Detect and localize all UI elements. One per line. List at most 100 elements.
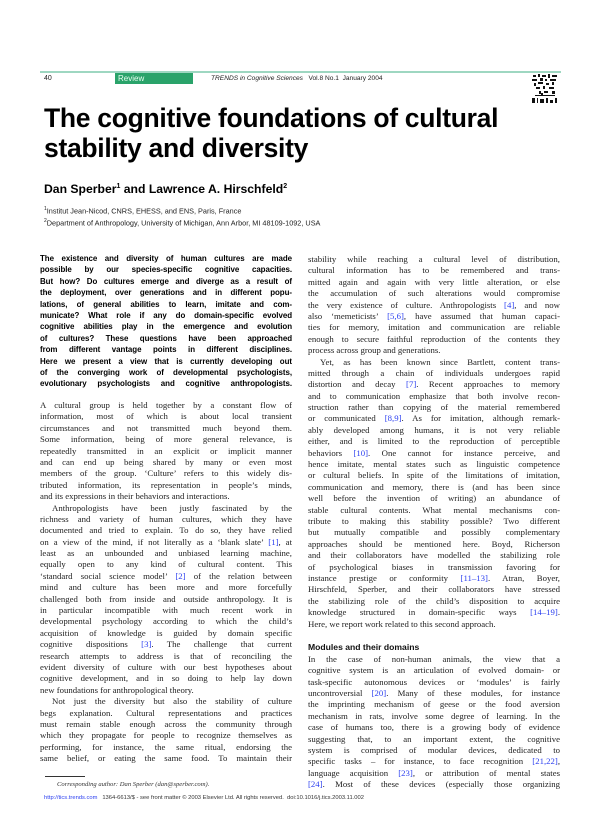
text-line: mitted again and again with very little …	[308, 276, 560, 287]
text-line: documented and tried to explain. To do s…	[40, 525, 292, 536]
text-line: challenged both from inside and outside …	[40, 593, 292, 604]
citation-link[interactable]: [21,22]	[532, 756, 558, 767]
text-line: but mutually compatible and possibly com…	[308, 527, 560, 538]
text-line: and their collaborators have modelled th…	[308, 550, 560, 561]
text-line: language acquisition [23], or attributio…	[308, 767, 561, 778]
text-line: distortion and decay [7]. Recent approac…	[308, 379, 560, 390]
title-line: stability and diversity	[44, 133, 309, 163]
text-line: evolutionary psychologists and cognitive…	[40, 379, 292, 389]
text-line: of psychological biases in transmission …	[308, 561, 560, 572]
text-line: process across group and generations.	[308, 345, 441, 356]
text-line: same belief, or eating the same food. To…	[40, 753, 292, 764]
text-line: new foundations for anthropological theo…	[40, 684, 194, 695]
citation-link[interactable]: [14–19]	[530, 607, 558, 618]
text-line: in particular incompatible with much rec…	[40, 605, 292, 616]
text-line: research attempts to address is that of …	[40, 650, 292, 661]
citation-link[interactable]: [10]	[353, 447, 369, 458]
author-name: Lawrence A. Hirschfeld	[148, 182, 284, 196]
text-line: cognitive development, and in so doing t…	[40, 673, 292, 684]
text-line: mind and culture has been more and more …	[40, 582, 292, 593]
text-line: and its expressions in their behaviors a…	[40, 491, 230, 502]
citation-link[interactable]: [2]	[175, 570, 186, 581]
text-line: tributed information, its representation…	[40, 479, 292, 490]
text-line: case of humans too, there is a growing b…	[308, 722, 560, 733]
text-line: system is comprised of modular devices, …	[308, 745, 560, 756]
text-line: equally open to any kind of cultural con…	[40, 559, 292, 570]
barcode-icon	[532, 74, 557, 103]
affiliation-mark: 1	[44, 206, 47, 212]
corresponding-author: Corresponding author: Dan Sperber (dan@s…	[57, 781, 210, 788]
text-line: information, most of which is about loca…	[40, 411, 292, 422]
citation-link[interactable]: [7]	[406, 379, 417, 390]
text-line: But how? Do cultures emerge and diverge …	[40, 276, 292, 286]
text-line: members of the group. ‘Culture’ refers t…	[40, 468, 292, 479]
text-line: of the converging work of developmental …	[40, 367, 292, 377]
text-line: instance prestige or conformity [11–13].…	[308, 572, 560, 583]
text-line: the very existence of culture. Anthropol…	[308, 299, 560, 310]
right-column: stability while reaching a cultural leve…	[308, 254, 560, 791]
text-line: ably developed among humans, it is not v…	[308, 424, 560, 435]
authors: Dan Sperber1 and Lawrence A. Hirschfeld2	[44, 182, 287, 196]
text-line: the imprinting mechanism of geese or the…	[308, 699, 560, 710]
footnote-rule	[45, 776, 85, 777]
text-line: specific tasks – for instance, to face r…	[308, 756, 560, 767]
section-badge: Review	[115, 73, 193, 84]
text-line: mechanism in rats, involve some degree o…	[308, 710, 560, 721]
citation-link[interactable]: [20]	[371, 688, 387, 699]
text-line: In the case of non-human animals, the vi…	[308, 653, 560, 664]
text-line: approaches should be mentioned here. Boy…	[308, 538, 560, 549]
text-line: The existence and diversity of human cul…	[40, 254, 292, 263]
text-line: must remain stable enough across the com…	[40, 718, 292, 729]
text-line: begs explanation. Cultural representatio…	[40, 707, 292, 718]
text-line: Anthropologists have been justly fascina…	[52, 502, 292, 513]
text-line: acquisition of knowledge is guided by do…	[40, 627, 292, 638]
text-line: Here, we report work related to this sec…	[308, 618, 496, 629]
text-line: stability while reaching a cultural leve…	[308, 254, 560, 264]
text-line: on a view of the mind, if not literally …	[40, 536, 292, 547]
text-line: enough to secure faithful reproduction o…	[308, 333, 560, 344]
text-line: possible by our species-specific cogniti…	[40, 265, 292, 275]
section-heading: Modules and their domains	[308, 641, 420, 652]
author-join: and	[120, 182, 149, 196]
affiliation-mark: 2	[44, 218, 47, 224]
title-line: The cognitive foundations of cultural	[44, 103, 499, 133]
text-line: the stabilizing role of the child’s disp…	[308, 595, 560, 606]
text-line: Some information, being of more general …	[40, 434, 292, 445]
text-line: repeatedly transmitted in an explicit or…	[40, 445, 292, 456]
text-line: cognitive dispositions [3]. The challeng…	[40, 639, 292, 650]
article-title: The cognitive foundations of cultural st…	[44, 103, 498, 163]
text-line: Here we present a view that is currently…	[40, 356, 292, 366]
journal-link[interactable]: http://tics.trends.com	[44, 795, 98, 801]
citation-link[interactable]: [3]	[141, 639, 152, 650]
citation-link[interactable]: [23]	[398, 767, 413, 778]
text-line: behaviors [10]. One cannot for instance …	[308, 447, 560, 458]
text-line: and can end up being shared by many or e…	[40, 456, 292, 467]
text-line: or cultural beliefs. In spite of the lim…	[308, 470, 560, 481]
page-number: 40	[44, 75, 52, 82]
journal-name: TRENDS in Cognitive Sciences	[211, 75, 303, 82]
text-line: well before the invention of writing) an…	[308, 493, 560, 504]
text-line: tribute to making this stability possibl…	[308, 515, 560, 526]
text-line: developmental psychology according to wh…	[40, 616, 292, 627]
citation-link[interactable]: [11–13]	[460, 572, 488, 583]
left-column: A cultural group is held together by a c…	[40, 400, 292, 765]
affiliation-text: Institut Jean-Nicod, CNRS, EHESS, and EN…	[46, 206, 242, 216]
citation-link[interactable]: [24]	[308, 779, 323, 790]
text-line: richness and variety of human cultures, …	[40, 513, 292, 524]
text-line: A cultural group is held together by a c…	[40, 400, 292, 410]
text-line: knowledge structured in domain-specific …	[308, 607, 560, 618]
text-line: struction rather than copying of the mat…	[308, 402, 560, 413]
citation-link[interactable]: [4]	[504, 299, 515, 310]
text-line: or communicated [8,9]. As for imitation,…	[308, 413, 560, 424]
citation-link[interactable]: [5,6]	[387, 310, 404, 321]
header-rule	[40, 71, 561, 73]
text-line: least as an unbounded and unbiased learn…	[40, 548, 292, 559]
spacer	[308, 630, 560, 641]
affiliation-text: Department of Anthropology, University o…	[46, 218, 321, 228]
citation-link[interactable]: [1]	[268, 536, 279, 547]
text-line: ‘standard social science model’ [2] of t…	[40, 570, 292, 581]
citation-link[interactable]: [8,9]	[384, 413, 402, 424]
text-line: cognitive abilities play in the emergenc…	[40, 322, 292, 332]
text-line: of cultures? These questions have been a…	[40, 333, 292, 343]
author-name: Dan Sperber	[44, 182, 117, 196]
